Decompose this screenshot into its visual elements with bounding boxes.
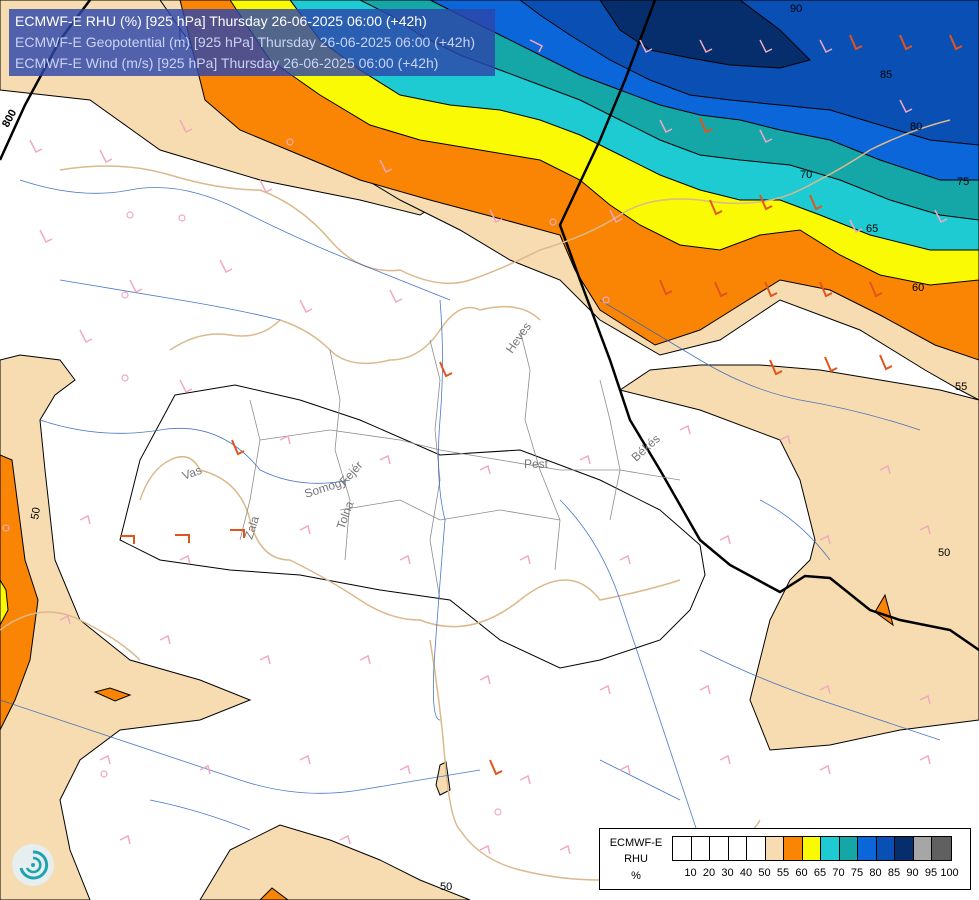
legend-swatch [895,837,914,860]
legend-color-bar [672,836,952,861]
legend-tick-label: 20 [702,867,716,879]
rhu-area-55-east [618,364,979,751]
legend-swatch [913,837,932,860]
place-label-pest: Pest [524,457,549,471]
title-geopotential: ECMWF-E Geopotential (m) [925 hPa] Thurs… [15,34,476,50]
legend-swatch [710,837,729,860]
rhu-area-60-patch [93,687,132,702]
legend-variable: RHU [624,853,648,865]
legend-tick-label: 70 [832,867,845,879]
rhu-area-60-east-patch [874,593,894,627]
legend-swatch [691,837,710,860]
rivers [0,179,941,841]
legend-tick-label: 50 [758,867,771,879]
legend-tick-label: 85 [887,867,901,879]
legend-tick-label: 90 [906,867,919,879]
legend-swatch [876,837,895,860]
legend-tick-label: 40 [739,867,753,879]
rhu-label-50-west: 50 [29,506,43,520]
rhu-area-60-south-patch [259,887,289,900]
legend-tick-label: 55 [776,867,790,879]
legend-swatch [728,837,747,860]
wind-barbs-light [29,39,948,855]
country-border-west [0,611,141,661]
legend-model: ECMWF-E [609,837,663,849]
legend-tick-label: 65 [813,867,827,879]
legend-swatch [932,837,951,860]
rhu-label-70: 70 [800,169,812,181]
country-border-mid [169,305,541,365]
station-markers [2,138,610,816]
title-wind: ECMWF-E Wind (m/s) [925 hPa] Thursday 26… [15,55,439,71]
rhu-label-65: 65 [866,223,878,235]
rhu-area-60-west [0,454,39,731]
rhu-label-60: 60 [912,282,924,294]
color-legend: ECMWF-E RHU % 10 20 30 40 50 55 60 65 70 75 80 85 90… [599,828,971,890]
legend-swatch [784,837,803,860]
rhu-area-65-west [0,579,9,626]
legend-swatch [673,837,692,860]
place-label-vas: Vas [180,463,203,483]
country-border-south [139,455,681,628]
legend-tick-label: 100 [940,867,959,879]
legend-swatch [802,837,821,860]
rhu-area-90 [599,0,811,69]
rhu-area-55-west [0,354,252,900]
ecmwf-logo-icon [12,844,54,886]
legend-tick-label: 30 [721,867,734,879]
country-border-north [59,119,951,285]
legend-swatch [747,837,766,860]
rhu-label-85: 85 [880,69,892,81]
legend-tick-label: 60 [795,867,808,879]
county-borders [239,329,681,601]
legend-tick-label: 80 [869,867,882,879]
legend-tick-label: 75 [850,867,864,879]
title-rhu: ECMWF-E RHU (%) [925 hPa] Thursday 26-06… [15,13,427,29]
geopotential-contour [558,0,979,652]
rhu-label-55: 55 [955,381,967,393]
legend-swatch [821,837,840,860]
wind-barbs-strong [120,34,963,776]
legend-tick-label: 95 [924,867,938,879]
map-title-panel: ECMWF-E RHU (%) [925 hPa] Thursday 26-06… [9,9,495,76]
rhu-label-80: 80 [910,121,922,133]
rhu-label-50-south: 50 [440,881,452,893]
legend-swatch [765,837,784,860]
legend-swatch [839,837,858,860]
rhu-label-50-east: 50 [938,547,950,559]
rhu-label-75: 75 [957,176,969,188]
legend-tick-label: 10 [684,867,697,879]
rhu-label-90: 90 [790,3,802,15]
place-label-zala: Zala [242,514,263,541]
legend-swatch [858,837,877,860]
legend-unit: % [631,870,641,882]
rhu-area-55-south [199,824,471,900]
